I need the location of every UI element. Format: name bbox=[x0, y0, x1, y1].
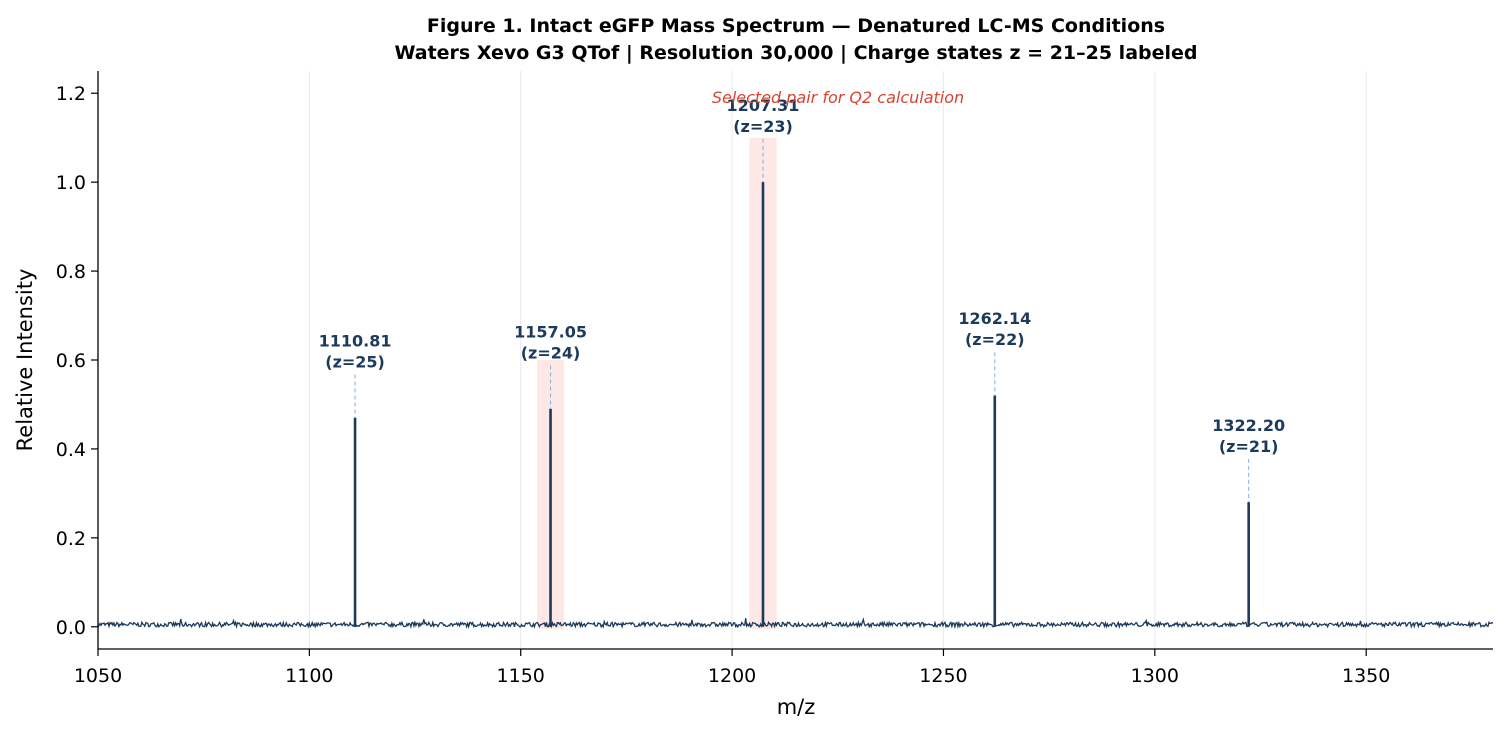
spectrum-trace bbox=[97, 617, 1494, 630]
x-tick-label: 1250 bbox=[919, 665, 967, 687]
x-axis-label: m/z bbox=[777, 695, 816, 719]
spectrum-baseline bbox=[97, 617, 1494, 630]
chart-subtitle: Waters Xevo G3 QTof | Resolution 30,000 … bbox=[394, 42, 1197, 64]
peak-mz-label: 1262.14 bbox=[958, 309, 1031, 328]
x-tick-label: 1100 bbox=[285, 665, 333, 687]
y-axis-label: Relative Intensity bbox=[13, 269, 37, 452]
peak-charge-label: (z=24) bbox=[521, 344, 581, 363]
x-tick-label: 1050 bbox=[74, 665, 122, 687]
y-tick-label: 0.8 bbox=[56, 261, 86, 283]
y-tick-label: 0.4 bbox=[56, 439, 86, 461]
x-tick-label: 1350 bbox=[1342, 665, 1390, 687]
y-tick-label: 1.0 bbox=[56, 172, 86, 194]
x-tick-label: 1300 bbox=[1131, 665, 1179, 687]
peak-charge-label: (z=25) bbox=[325, 352, 385, 371]
vertical-gridlines bbox=[308, 71, 1367, 649]
peak-mz-label: 1207.31 bbox=[727, 96, 800, 115]
peak-marks bbox=[353, 182, 1250, 627]
y-tick-label: 0.2 bbox=[56, 528, 86, 550]
chart-title: Figure 1. Intact eGFP Mass Spectrum — De… bbox=[427, 15, 1165, 37]
y-tick-label: 1.2 bbox=[56, 83, 86, 105]
y-tick-label: 0.6 bbox=[56, 350, 86, 372]
y-ticks: 0.0 0.2 0.4 0.6 0.8 1.0 1.2 bbox=[56, 83, 98, 639]
peak-labels: 1110.81 (z=25) 1157.05 (z=24) 1207.31 (z=23) 1… bbox=[319, 96, 1285, 456]
peak-charge-label: (z=23) bbox=[733, 117, 793, 136]
peak-mz-label: 1110.81 bbox=[319, 331, 392, 350]
peak-mz-label: 1322.20 bbox=[1212, 416, 1285, 435]
peak-charge-label: (z=21) bbox=[1219, 437, 1279, 456]
y-tick-label: 0.0 bbox=[56, 617, 86, 639]
peak-mz-label: 1157.05 bbox=[514, 323, 587, 342]
x-tick-label: 1150 bbox=[497, 665, 545, 687]
x-tick-label: 1200 bbox=[708, 665, 756, 687]
x-ticks: 1050 1100 1150 1200 1250 1300 1350 bbox=[74, 649, 1390, 687]
peak-charge-label: (z=22) bbox=[965, 330, 1025, 349]
q2-pair-annotation: Selected pair for Q2 calculation bbox=[712, 88, 964, 107]
